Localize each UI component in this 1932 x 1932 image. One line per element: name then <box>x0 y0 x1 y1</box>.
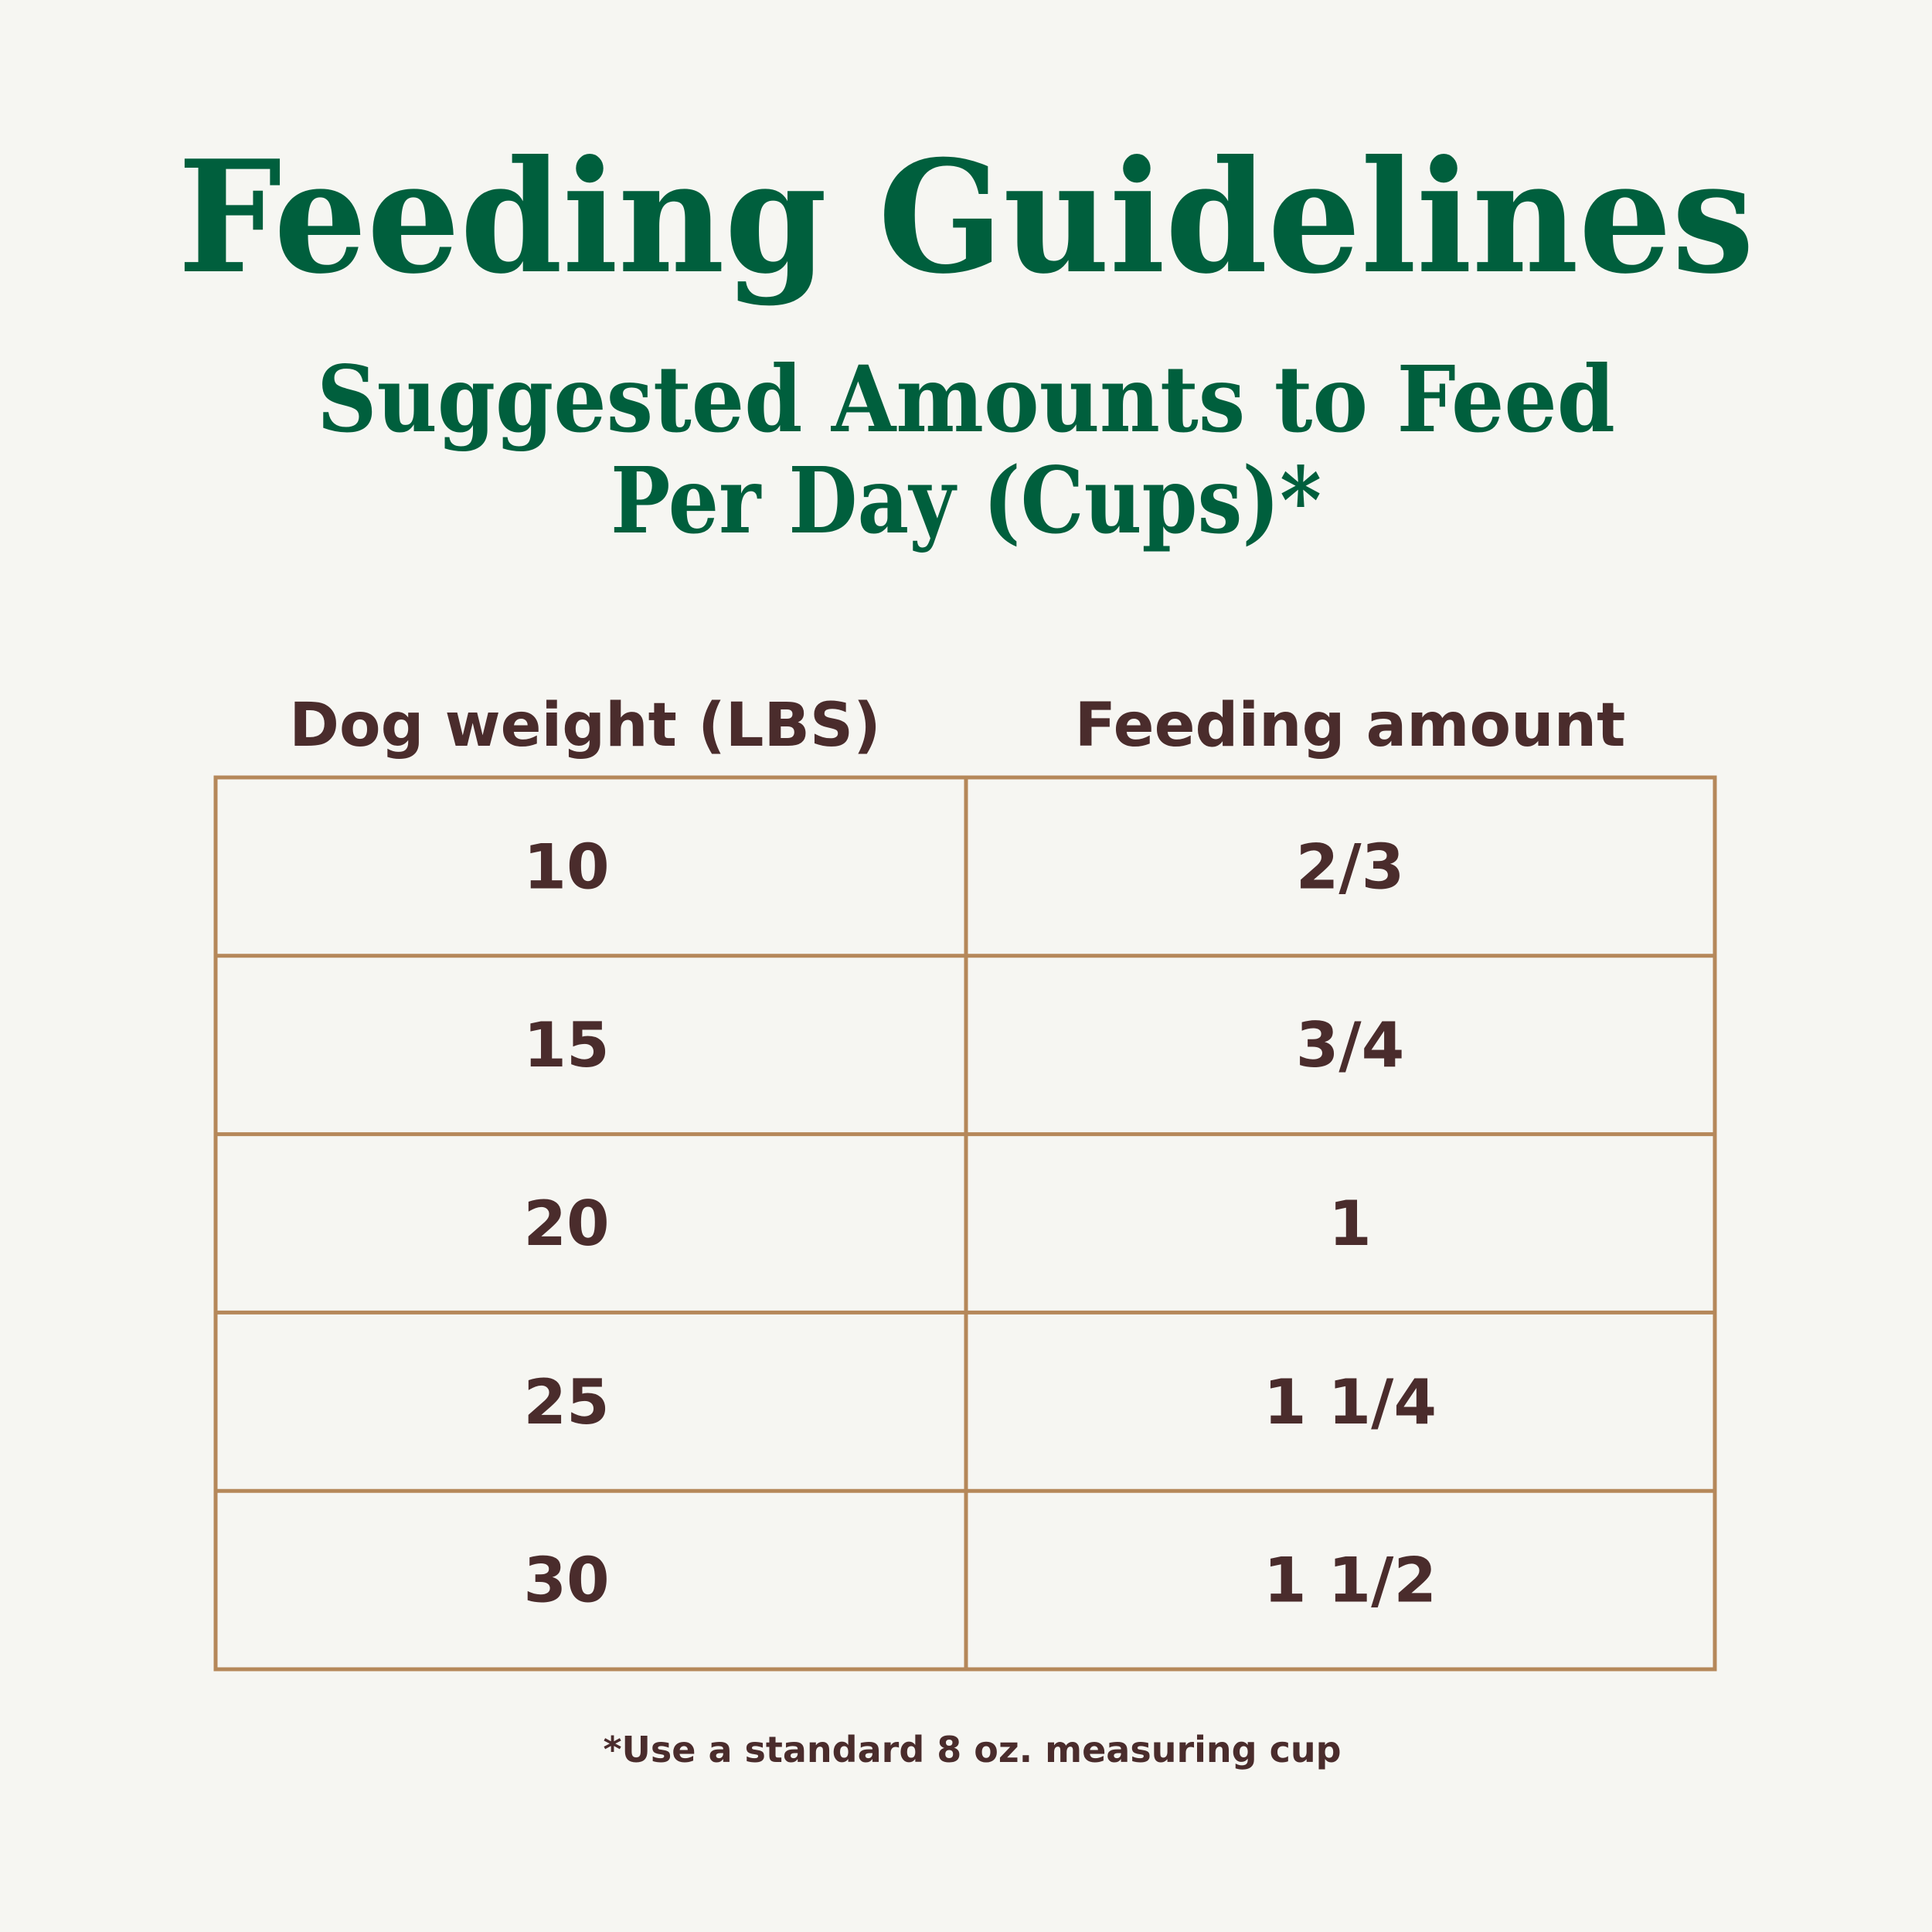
cell: 1 <box>1328 1188 1372 1260</box>
cell: 3/4 <box>1296 1009 1405 1081</box>
footnote: *Use a standard 8 oz. measuring cup <box>603 1729 1341 1770</box>
cell: 20 <box>523 1188 609 1260</box>
subtitle: Suggested Amounts to Feed <box>317 345 1615 453</box>
column-header: Feeding amount <box>1075 691 1626 760</box>
column-header: Dog weight (LBS) <box>289 691 880 760</box>
cell: 2/3 <box>1296 831 1405 903</box>
cell: 1 1/2 <box>1264 1545 1437 1617</box>
cell: 1 1/4 <box>1264 1366 1437 1438</box>
cell: 10 <box>523 831 609 903</box>
table: 10 2/3 15 3/4 20 1 25 1 1/4 30 1 1/2 <box>213 775 1717 1672</box>
subtitle: Per Day (Cups)* <box>611 447 1321 554</box>
cell: 15 <box>523 1009 609 1081</box>
cell: 30 <box>523 1545 609 1617</box>
cell: 25 <box>523 1366 609 1438</box>
title: Feeding Guidelines <box>178 127 1754 308</box>
